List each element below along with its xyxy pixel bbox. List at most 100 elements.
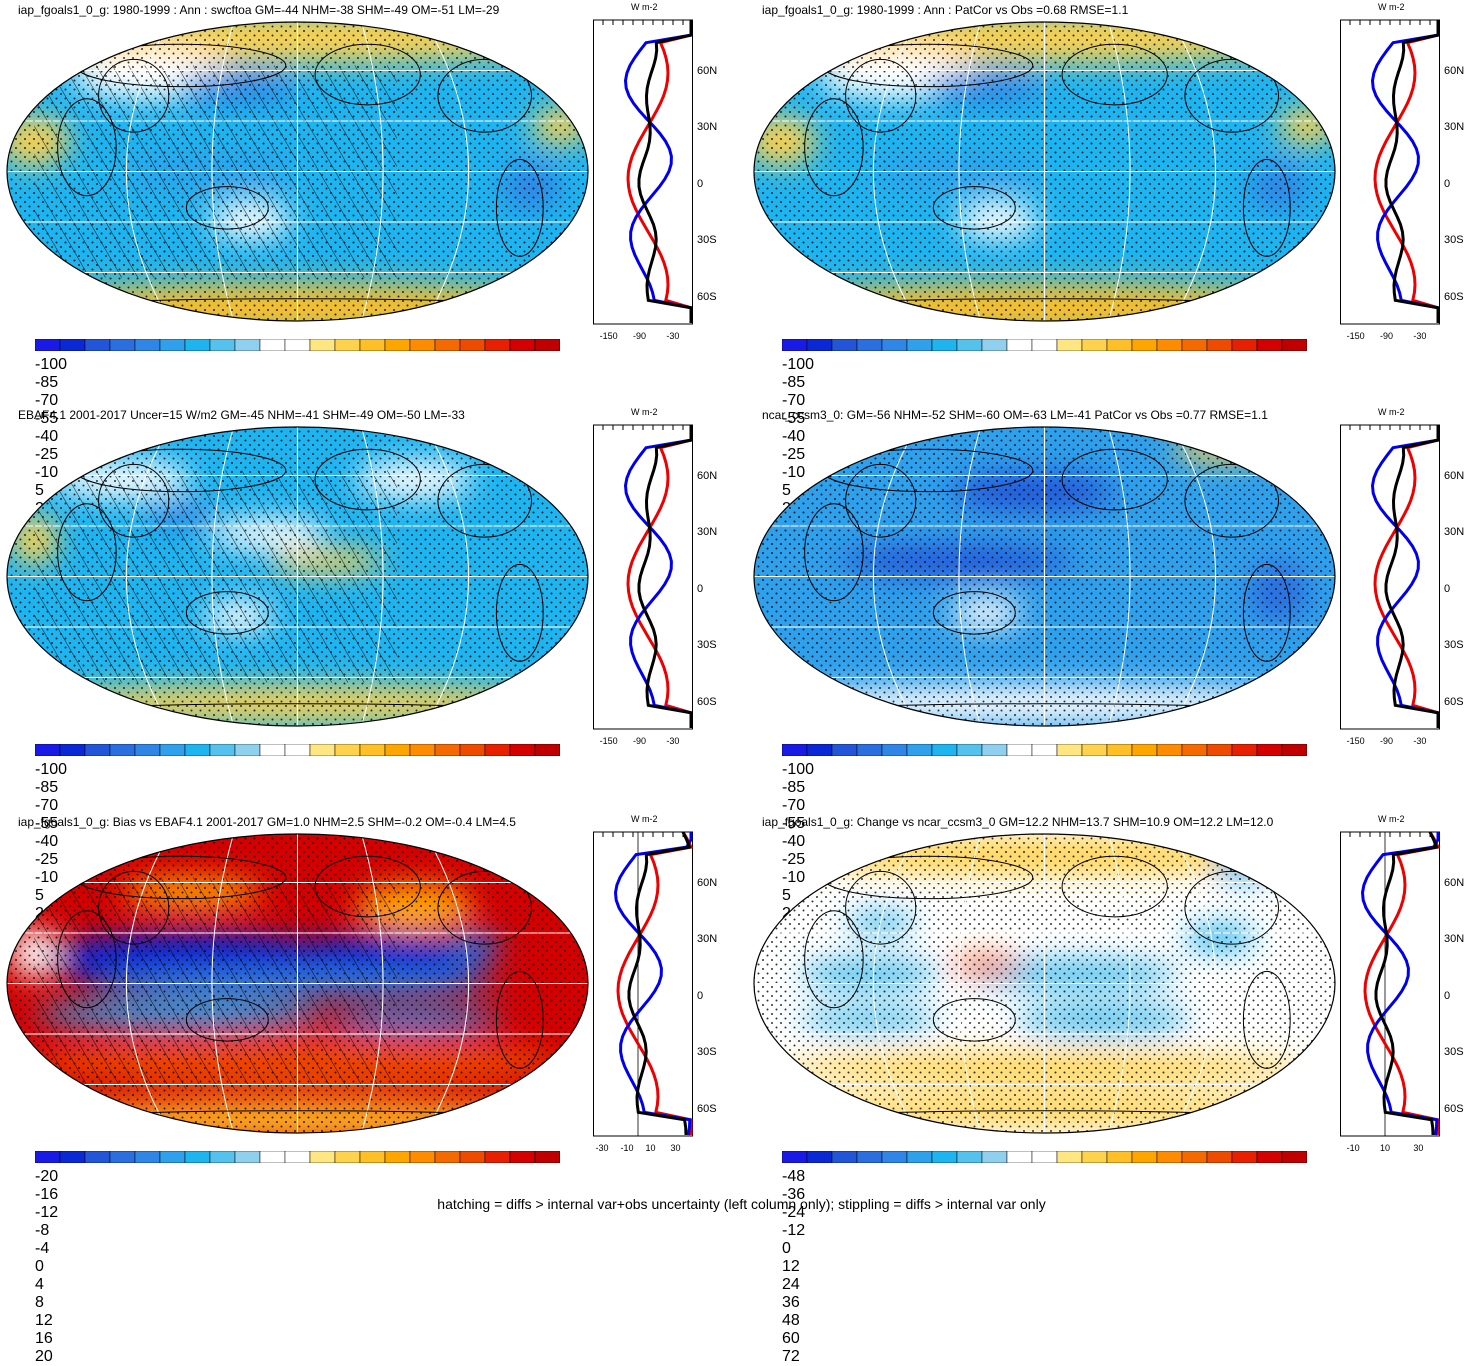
panel-5-colorbar: [35, 1151, 560, 1163]
longitude-line: [126, 22, 172, 321]
coastline: [932, 998, 1016, 1042]
colorbar-tick-label: 36: [782, 1294, 800, 1311]
obs-curve: [626, 425, 693, 728]
longitude-line: [360, 834, 384, 1133]
colorbar-tick-label: -40: [782, 428, 806, 445]
colorbar-swatch: [1206, 339, 1233, 351]
colorbar-tick-label: -85: [35, 374, 59, 391]
coastline: [845, 463, 917, 538]
colorbar-swatch: [309, 1151, 336, 1163]
colorbar-tick-label: 60: [782, 1330, 800, 1347]
colorbar-swatch: [109, 744, 136, 756]
reference-curve: [637, 20, 693, 323]
colorbar-tick-label: -25: [782, 446, 806, 463]
value-tick-label: -10: [1346, 1143, 1360, 1153]
coastline: [314, 43, 421, 106]
latitude-tick-label: 60N: [1444, 876, 1465, 889]
colorbar-swatch: [1056, 1151, 1083, 1163]
colorbar-swatch: [1181, 339, 1208, 351]
model-curve: [1370, 20, 1440, 323]
colorbar-tick-label: 12: [782, 1258, 800, 1275]
longitude-line: [126, 834, 172, 1133]
panel-5-title: iap_fgoals1_0_g: Bias vs EBAF4.1 2001-20…: [18, 815, 516, 829]
colorbar-swatch: [409, 1151, 436, 1163]
colorbar-tick-label: -48: [782, 1168, 806, 1185]
value-tick-label: -150: [1346, 736, 1365, 746]
colorbar-tick-label: -70: [35, 392, 59, 409]
value-tick-label: -150: [599, 331, 618, 341]
unit-label: W m-2: [631, 407, 658, 417]
colorbar-swatch: [234, 1151, 261, 1163]
colorbar-swatch: [831, 744, 858, 756]
latitude-tick-label: 30N: [1444, 526, 1465, 539]
colorbar-swatch: [184, 1151, 211, 1163]
value-tick-label: 10: [1380, 1143, 1391, 1153]
coastline: [804, 98, 864, 197]
longitude-line: [1170, 834, 1216, 1133]
longitude-line: [1107, 427, 1131, 726]
latitude-tick-label: 30N: [697, 933, 718, 946]
coastline: [98, 463, 170, 538]
colorbar-swatch: [1181, 1151, 1208, 1163]
colorbar-swatch: [931, 744, 958, 756]
coastline: [437, 870, 533, 945]
colorbar-swatch: [484, 339, 511, 351]
colorbar-swatch: [409, 339, 436, 351]
value-tick-label: 30: [1413, 1143, 1424, 1153]
panel-2-map: [753, 21, 1336, 322]
colorbar-swatch: [534, 339, 560, 351]
colorbar-tick-label: 8: [35, 1294, 44, 1311]
model-curve: [1370, 425, 1440, 728]
coastline: [314, 855, 421, 918]
reference-curve: [627, 831, 692, 1136]
colorbar-swatch: [434, 744, 461, 756]
colorbar-swatch: [484, 744, 511, 756]
panel-4-title: ncar_ccsm3_0: GM=-56 NHM=-52 SHM=-60 OM=…: [762, 408, 1268, 422]
map-border: [6, 426, 589, 727]
colorbar-tick-label: -70: [782, 797, 806, 814]
latitude-tick-label: 30N: [1444, 121, 1465, 134]
coastline: [804, 910, 864, 1009]
latitude-tick-label: 0: [697, 177, 704, 190]
colorbar-tick-label: -8: [35, 1222, 50, 1239]
obs-curve: [626, 20, 693, 323]
coastline: [57, 910, 117, 1009]
colorbar-tick-label: 16: [35, 1330, 53, 1347]
map-border: [6, 833, 589, 1134]
colorbar-tick-label: -25: [35, 446, 59, 463]
colorbar-tick-label: -16: [35, 1186, 59, 1203]
coastline: [1184, 58, 1280, 133]
coastline: [98, 58, 170, 133]
panel-5-zonal-mean-plot: [593, 831, 693, 1137]
colorbar-tick-label: 5: [782, 887, 791, 904]
value-tick-label: -30: [595, 1143, 609, 1153]
colorbar-swatch: [782, 1151, 808, 1163]
longitude-line: [958, 834, 982, 1133]
colorbar-tick-label: -25: [782, 851, 806, 868]
longitude-line: [423, 427, 469, 726]
longitude-line: [423, 834, 469, 1133]
longitude-line: [873, 427, 919, 726]
colorbar-swatch: [1106, 744, 1133, 756]
colorbar-swatch: [534, 744, 560, 756]
colorbar-tick-label: -100: [35, 356, 68, 373]
unit-label: W m-2: [1378, 407, 1405, 417]
colorbar-swatch: [384, 744, 411, 756]
longitude-line: [1170, 22, 1216, 321]
latitude-tick-label: 60S: [697, 1102, 717, 1115]
latitude-tick-label: 60N: [697, 64, 718, 77]
longitude-line: [958, 22, 982, 321]
coastline: [1184, 463, 1280, 538]
colorbar-swatch: [284, 339, 311, 351]
panel-3-zonal-mean-plot: [593, 424, 693, 730]
coastline: [932, 186, 1016, 230]
colorbar-swatch: [1031, 339, 1058, 351]
latitude-tick-label: 60S: [1444, 1102, 1464, 1115]
colorbar-swatch: [1056, 339, 1083, 351]
latitude-tick-label: 30S: [697, 1046, 717, 1059]
colorbar-tick-label: -55: [35, 410, 59, 427]
value-tick-label: 30: [670, 1143, 681, 1153]
colorbar-swatch: [359, 339, 386, 351]
longitude-line: [211, 834, 235, 1133]
colorbar-swatch: [956, 744, 983, 756]
